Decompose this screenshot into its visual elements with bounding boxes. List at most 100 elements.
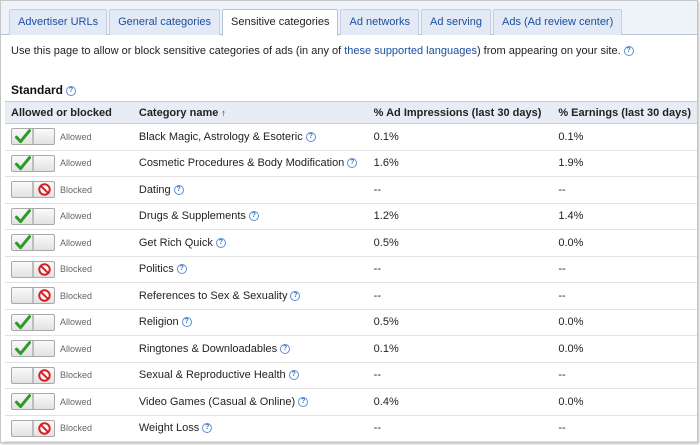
table-row: Allowed Cosmetic Procedures & Body Modifi…: [5, 150, 697, 177]
allow-block-toggle[interactable]: [11, 313, 55, 331]
category-help-icon[interactable]: ?: [215, 237, 226, 248]
tab-ad-networks[interactable]: Ad networks: [340, 9, 420, 35]
allow-block-toggle[interactable]: [11, 128, 55, 146]
block-half[interactable]: [33, 314, 54, 330]
category-help-icon[interactable]: ?: [290, 290, 301, 301]
red-no-entry-icon: [38, 183, 51, 196]
allow-half[interactable]: [12, 394, 33, 410]
table-row: Allowed Get Rich Quick? 0.5% 0.0%: [5, 229, 697, 257]
category-cell: Black Magic, Astrology & Esoteric?: [132, 123, 368, 151]
category-column-header[interactable]: Category name ↑: [132, 101, 368, 124]
impressions-cell: --: [367, 256, 553, 283]
block-half[interactable]: [33, 208, 54, 224]
block-half[interactable]: [33, 129, 54, 145]
allow-block-toggle[interactable]: [11, 393, 55, 411]
allow-half[interactable]: [12, 129, 33, 145]
intro-text: Use this page to allow or block sensitiv…: [11, 45, 691, 57]
allow-block-toggle[interactable]: [11, 419, 55, 437]
category-name: Weight Loss: [138, 422, 200, 435]
earnings-cell: 0.0%: [552, 335, 697, 363]
category-help-icon[interactable]: ?: [181, 317, 192, 328]
earnings-cell: 0.0%: [552, 229, 697, 257]
allow-half[interactable]: [12, 367, 33, 383]
block-half[interactable]: [33, 394, 54, 410]
tab-ads-ad-review-center[interactable]: Ads (Ad review center): [493, 9, 623, 35]
category-name: Drugs & Supplements: [138, 210, 246, 223]
category-help-icon[interactable]: ?: [288, 370, 299, 381]
status-cell: Allowed: [5, 388, 133, 416]
earnings-cell: 1.9%: [552, 150, 697, 177]
allow-half[interactable]: [12, 182, 33, 198]
earnings-cell: 1.4%: [552, 203, 697, 230]
allow-block-toggle[interactable]: [11, 234, 55, 252]
category-help-icon[interactable]: ?: [305, 131, 316, 142]
category-help-icon[interactable]: ?: [298, 396, 309, 407]
status-cell: Blocked: [5, 282, 133, 310]
tab-ad-serving[interactable]: Ad serving: [421, 9, 491, 35]
status-cell: Blocked: [5, 176, 133, 204]
allow-half[interactable]: [12, 155, 33, 171]
block-half[interactable]: [33, 288, 54, 304]
table-row: Allowed Religion? 0.5% 0.0%: [5, 309, 697, 336]
allow-block-toggle[interactable]: [11, 340, 55, 358]
status-cell: Allowed: [5, 123, 133, 151]
category-help-icon[interactable]: ?: [173, 184, 184, 195]
green-check-icon: [15, 208, 31, 223]
impressions-cell: 0.1%: [367, 335, 553, 363]
earnings-cell: 0.0%: [552, 309, 697, 336]
category-help-icon[interactable]: ?: [280, 343, 291, 354]
category-help-icon[interactable]: ?: [176, 264, 187, 275]
category-help-icon[interactable]: ?: [202, 423, 213, 434]
impressions-cell: --: [367, 282, 553, 310]
block-half[interactable]: [33, 420, 54, 436]
earnings-cell: --: [552, 176, 697, 204]
impressions-cell: 0.1%: [367, 123, 553, 151]
category-help-icon[interactable]: ?: [248, 211, 259, 222]
block-half[interactable]: [33, 182, 54, 198]
category-cell: Get Rich Quick?: [132, 229, 368, 257]
section-title-label: Standard: [11, 83, 64, 97]
status-label: Blocked: [60, 290, 93, 301]
allow-half[interactable]: [12, 314, 33, 330]
allow-block-toggle[interactable]: [11, 366, 55, 384]
supported-languages-link[interactable]: these supported languages: [344, 45, 477, 57]
block-half[interactable]: [33, 341, 54, 357]
allow-half[interactable]: [12, 341, 33, 357]
tab-bar: Advertiser URLs General categories Sensiti…: [1, 1, 697, 36]
block-half[interactable]: [33, 155, 54, 171]
red-no-entry-icon: [38, 289, 51, 302]
table-row: Blocked Politics? -- --: [5, 256, 697, 283]
allow-block-toggle[interactable]: [11, 287, 55, 305]
allow-half[interactable]: [12, 288, 33, 304]
category-cell: Weight Loss?: [132, 415, 368, 442]
status-label: Blocked: [60, 264, 93, 275]
intro-help-icon[interactable]: ?: [623, 46, 634, 56]
table-header-row: Allowed or blocked Category name ↑ % Ad …: [5, 101, 697, 124]
green-check-icon: [15, 314, 31, 329]
earnings-cell: --: [552, 256, 697, 283]
allow-half[interactable]: [12, 235, 33, 251]
table-row: Allowed Drugs & Supplements? 1.2% 1.4%: [5, 203, 697, 230]
table-body: Allowed Black Magic, Astrology & Esoteric…: [5, 123, 697, 442]
categories-table: Allowed or blocked Category name ↑ % Ad …: [5, 101, 697, 442]
status-cell: Allowed: [5, 150, 133, 177]
block-half[interactable]: [33, 235, 54, 251]
allow-block-toggle[interactable]: [11, 260, 55, 278]
allow-block-toggle[interactable]: [11, 207, 55, 225]
allow-block-toggle[interactable]: [11, 154, 55, 172]
category-name: Sexual & Reproductive Health: [138, 369, 286, 382]
tab-general-categories[interactable]: General categories: [109, 9, 221, 35]
allow-half[interactable]: [12, 261, 33, 277]
impressions-cell: --: [367, 176, 553, 204]
sort-ascending-icon: ↑: [221, 107, 226, 118]
allow-half[interactable]: [12, 208, 33, 224]
tab-sensitive-categories[interactable]: Sensitive categories: [222, 9, 339, 36]
category-help-icon[interactable]: ?: [347, 158, 358, 169]
block-half[interactable]: [33, 367, 54, 383]
tab-advertiser-urls[interactable]: Advertiser URLs: [9, 9, 108, 35]
section-help-icon[interactable]: ?: [66, 86, 77, 96]
allow-block-toggle[interactable]: [11, 181, 55, 199]
block-half[interactable]: [33, 261, 54, 277]
allow-half[interactable]: [12, 420, 33, 436]
